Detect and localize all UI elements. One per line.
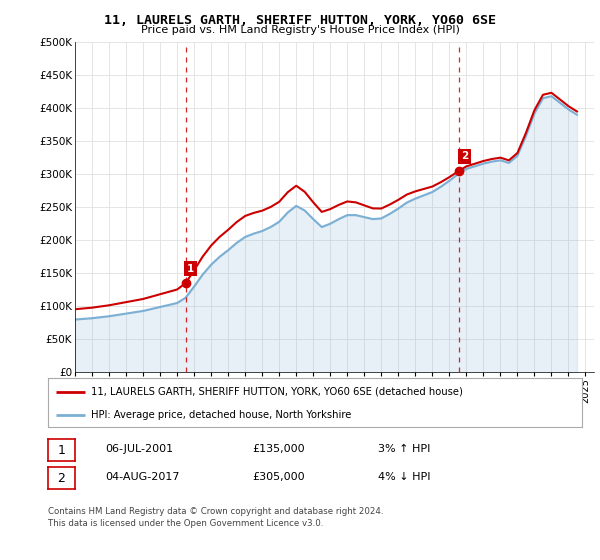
Text: 11, LAURELS GARTH, SHERIFF HUTTON, YORK, YO60 6SE (detached house): 11, LAURELS GARTH, SHERIFF HUTTON, YORK,…	[91, 387, 463, 397]
Text: 2: 2	[58, 472, 65, 485]
Text: 1: 1	[187, 264, 194, 274]
Text: 04-AUG-2017: 04-AUG-2017	[105, 472, 179, 482]
Text: Price paid vs. HM Land Registry's House Price Index (HPI): Price paid vs. HM Land Registry's House …	[140, 25, 460, 35]
Text: 4% ↓ HPI: 4% ↓ HPI	[378, 472, 431, 482]
Text: 2: 2	[461, 151, 468, 161]
Text: £135,000: £135,000	[252, 444, 305, 454]
Text: 11, LAURELS GARTH, SHERIFF HUTTON, YORK, YO60 6SE: 11, LAURELS GARTH, SHERIFF HUTTON, YORK,…	[104, 14, 496, 27]
Text: £305,000: £305,000	[252, 472, 305, 482]
Text: 3% ↑ HPI: 3% ↑ HPI	[378, 444, 430, 454]
Text: Contains HM Land Registry data © Crown copyright and database right 2024.
This d: Contains HM Land Registry data © Crown c…	[48, 507, 383, 528]
Text: 1: 1	[58, 444, 65, 457]
Text: 06-JUL-2001: 06-JUL-2001	[105, 444, 173, 454]
Text: HPI: Average price, detached house, North Yorkshire: HPI: Average price, detached house, Nort…	[91, 410, 351, 420]
